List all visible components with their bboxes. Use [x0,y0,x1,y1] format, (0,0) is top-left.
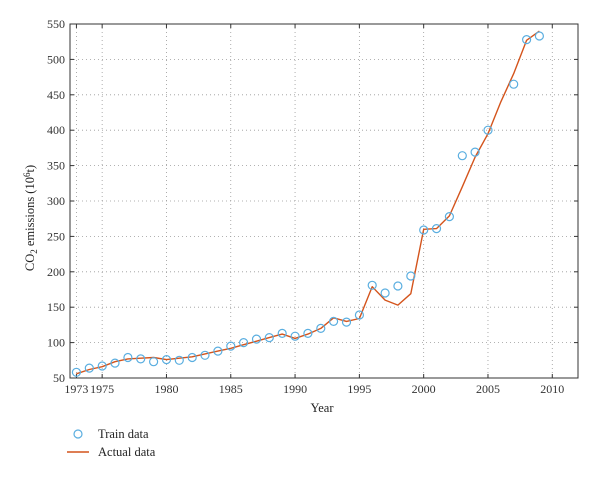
y-tick-label: 150 [47,300,65,314]
x-tick-label: 1990 [283,382,307,396]
data-point [239,338,249,348]
x-tick-label: 1995 [347,382,371,396]
x-tick-label: 1985 [219,382,243,396]
data-point [303,328,313,338]
data-point [290,331,300,341]
data-point [470,147,480,157]
data-point [123,352,133,363]
data-point [534,31,545,41]
data-point [200,350,210,360]
data-point [174,355,184,365]
data-point [509,79,519,89]
y-tick-label: 500 [47,52,65,66]
data-point [329,316,339,326]
series-layer [71,30,545,377]
data-point [161,355,172,365]
x-tick-label: 1975 [90,382,114,396]
data-point [110,358,120,368]
legend-marker-train-data [73,429,83,439]
data-point [84,363,94,373]
data-point [264,333,274,343]
legend-item-train-data: Train data [73,427,149,441]
y-tick-label: 400 [47,123,65,137]
data-point [136,354,146,364]
data-point [380,288,390,298]
data-point [277,328,287,338]
data-point [213,346,223,356]
legend-item-actual-data: Actual data [67,445,156,459]
data-point [149,357,159,367]
data-point [431,224,442,234]
x-tick-label: 2010 [540,382,564,396]
y-tick-label: 350 [47,159,65,173]
data-point [483,125,493,135]
x-tick-labels: 1973 1975 1980 1985 1990 1995 2000 2005 2010 [64,382,564,396]
y-axis-title-middle: emissions (10 [23,177,37,249]
axis-ticks [70,23,578,379]
grid-lines [70,24,578,378]
data-point [97,361,107,371]
x-tick-label: 1973 [64,382,88,396]
x-tick-label: 2000 [412,382,436,396]
legend-label-train-data: Train data [98,427,149,441]
data-point [316,323,326,333]
y-tick-label: 100 [47,336,65,350]
y-axis-title-suffix: t) [23,165,37,173]
y-tick-label: 450 [47,88,65,102]
x-axis-title: Year [310,401,334,415]
legend-label-actual-data: Actual data [98,445,156,459]
y-axis-title-superscript: 6 [22,172,32,177]
data-point [367,280,377,290]
series-line-actual-data [76,30,540,375]
series-train-data [71,31,545,377]
y-tick-label: 300 [47,194,65,208]
data-point [71,367,82,377]
data-point [419,225,429,235]
legend: Train data Actual data [67,427,156,459]
data-point [521,34,532,45]
y-axis-title: CO2 emissions (106t) [22,165,39,271]
x-tick-label: 1980 [154,382,178,396]
data-point [187,352,197,363]
y-axis-title-prefix: CO [23,254,37,271]
y-tick-label: 250 [47,229,65,243]
data-point [406,271,416,281]
data-point [226,341,236,351]
data-point [341,317,352,327]
x-tick-label: 2005 [476,382,500,396]
y-tick-label: 50 [53,371,65,385]
y-tick-label: 200 [47,265,65,279]
y-axis-title-subscript: 2 [29,249,39,254]
data-point [457,151,467,161]
y-tick-label: 550 [47,17,65,31]
data-point [251,334,262,344]
data-point [393,281,403,291]
data-point [354,310,364,320]
data-point [444,212,454,222]
y-tick-labels: 50 100 150 200 250 300 350 400 450 500 550 [47,17,65,385]
